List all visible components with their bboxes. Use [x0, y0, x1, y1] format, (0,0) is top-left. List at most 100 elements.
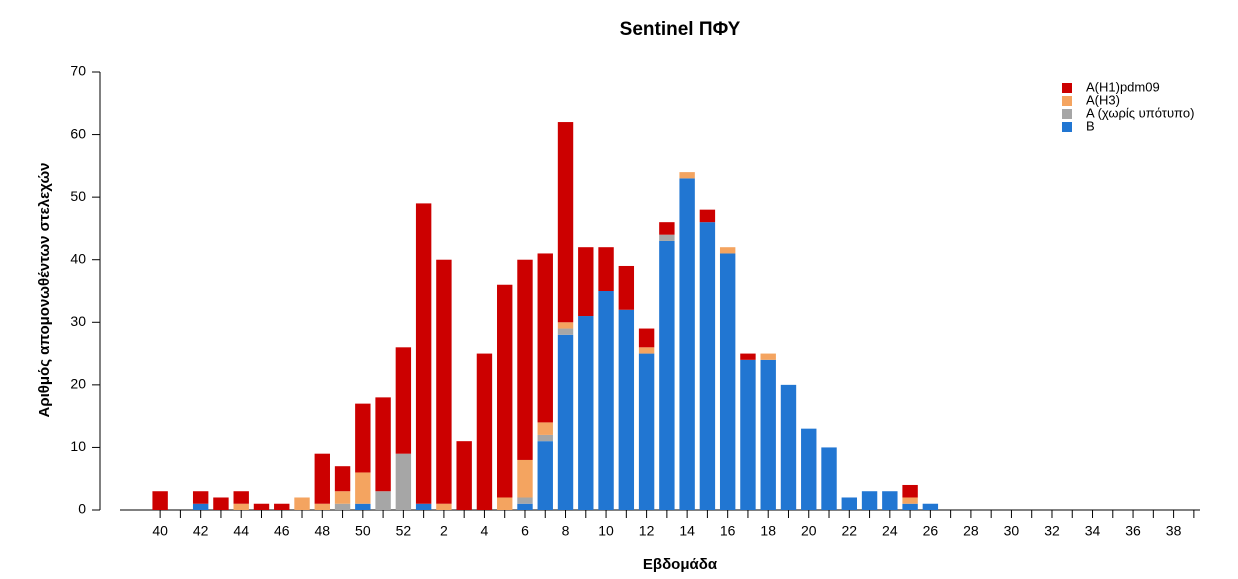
x-tick-label: 22	[841, 523, 857, 539]
bar-segment	[517, 459, 533, 498]
bar-segment	[436, 503, 452, 510]
x-tick-label: 20	[801, 523, 817, 539]
bar-segment	[395, 453, 412, 510]
x-tick-label: 2	[440, 523, 448, 539]
bar-segment	[719, 253, 736, 510]
x-tick-label: 28	[963, 523, 979, 539]
y-tick-label: 20	[70, 376, 86, 392]
bar-segment	[902, 484, 918, 498]
bar-segment	[801, 428, 817, 510]
bar-segment	[233, 503, 249, 510]
x-axis-label: Εβδομάδα	[643, 556, 718, 573]
legend-label: A(H3)	[1086, 92, 1120, 107]
bar-segment	[375, 491, 391, 510]
y-tick-label: 60	[70, 125, 86, 141]
legend-label: A (χωρίς υπότυπο)	[1086, 105, 1194, 120]
x-tick-label: 32	[1044, 523, 1060, 539]
legend-label: B	[1086, 118, 1095, 133]
legend-swatch	[1062, 109, 1072, 119]
bar-segment	[436, 259, 452, 504]
bar-segment	[395, 347, 412, 454]
bar-segment	[902, 497, 918, 504]
bar-segment	[537, 434, 553, 442]
bar-segment	[355, 503, 371, 510]
x-tick-label: 24	[882, 523, 898, 539]
bar-segment	[638, 353, 655, 510]
bar-segment	[334, 491, 351, 504]
bar-segment	[699, 222, 716, 510]
x-tick-label: 30	[1004, 523, 1020, 539]
bar-segment	[415, 503, 432, 510]
x-tick-label: 42	[193, 523, 209, 539]
bar-segment	[274, 503, 290, 510]
bar-segment	[578, 316, 594, 510]
bar-segment	[314, 503, 330, 510]
bar-segment	[476, 353, 493, 510]
bar-segment	[598, 247, 614, 291]
bar-segment	[233, 491, 249, 504]
bar-segment	[659, 222, 675, 235]
bar-segment	[334, 466, 351, 492]
bar-segment	[517, 497, 533, 504]
x-tick-label: 12	[639, 523, 655, 539]
bar-segment	[537, 253, 553, 423]
legend-swatch	[1062, 83, 1072, 93]
bar-segment	[618, 265, 635, 310]
bar-segment	[415, 203, 432, 504]
y-tick-label: 0	[78, 501, 86, 517]
y-tick-label: 70	[70, 63, 86, 79]
x-tick-label: 38	[1166, 523, 1182, 539]
bar-segment	[659, 240, 675, 510]
x-tick-label: 40	[152, 523, 168, 539]
bar-segment	[598, 291, 614, 510]
x-tick-label: 16	[720, 523, 736, 539]
y-tick-label: 10	[70, 438, 86, 454]
y-tick-label: 40	[70, 250, 86, 266]
y-tick-label: 30	[70, 313, 86, 329]
bar-segment	[740, 353, 756, 360]
bar-segment	[192, 491, 209, 504]
x-tick-label: 50	[355, 523, 371, 539]
x-tick-label: 8	[562, 523, 570, 539]
bar-segment	[699, 209, 716, 223]
bar-segment	[152, 491, 168, 510]
bar-segment	[557, 322, 574, 329]
chart-title: Sentinel ΠΦΥ	[620, 19, 741, 40]
bar-segment	[618, 309, 635, 510]
bar-segment	[719, 247, 736, 254]
bar-segment	[902, 503, 918, 510]
bar-segment	[578, 247, 594, 317]
bar-segment	[355, 472, 371, 504]
bar-segment	[659, 234, 675, 241]
bar-segment	[760, 359, 776, 510]
bar-segment	[517, 259, 533, 460]
bar-segment	[861, 491, 878, 510]
bar-segment	[882, 491, 898, 510]
bar-segment	[517, 503, 533, 510]
bar-segment	[557, 334, 574, 510]
bar-segment	[638, 347, 655, 354]
bar-segment	[253, 503, 270, 510]
bar-segment	[679, 178, 695, 510]
bar-segment	[192, 503, 209, 510]
x-tick-label: 10	[598, 523, 614, 539]
bar-segment	[537, 441, 553, 510]
y-tick-label: 50	[70, 188, 86, 204]
x-tick-label: 46	[274, 523, 290, 539]
x-tick-label: 52	[396, 523, 412, 539]
x-tick-label: 14	[679, 523, 695, 539]
bar-segment	[294, 497, 310, 510]
bar-segment	[456, 441, 472, 510]
bar-segment	[922, 503, 939, 510]
x-tick-label: 18	[760, 523, 776, 539]
x-tick-label: 36	[1125, 523, 1141, 539]
bar-segment	[841, 497, 857, 510]
bar-segment	[557, 122, 574, 323]
x-tick-label: 34	[1085, 523, 1101, 539]
x-tick-label: 44	[233, 523, 249, 539]
x-tick-label: 48	[314, 523, 330, 539]
legend-label: A(H1)pdm09	[1086, 79, 1160, 94]
x-tick-label: 26	[923, 523, 939, 539]
bar-segment	[557, 328, 574, 335]
